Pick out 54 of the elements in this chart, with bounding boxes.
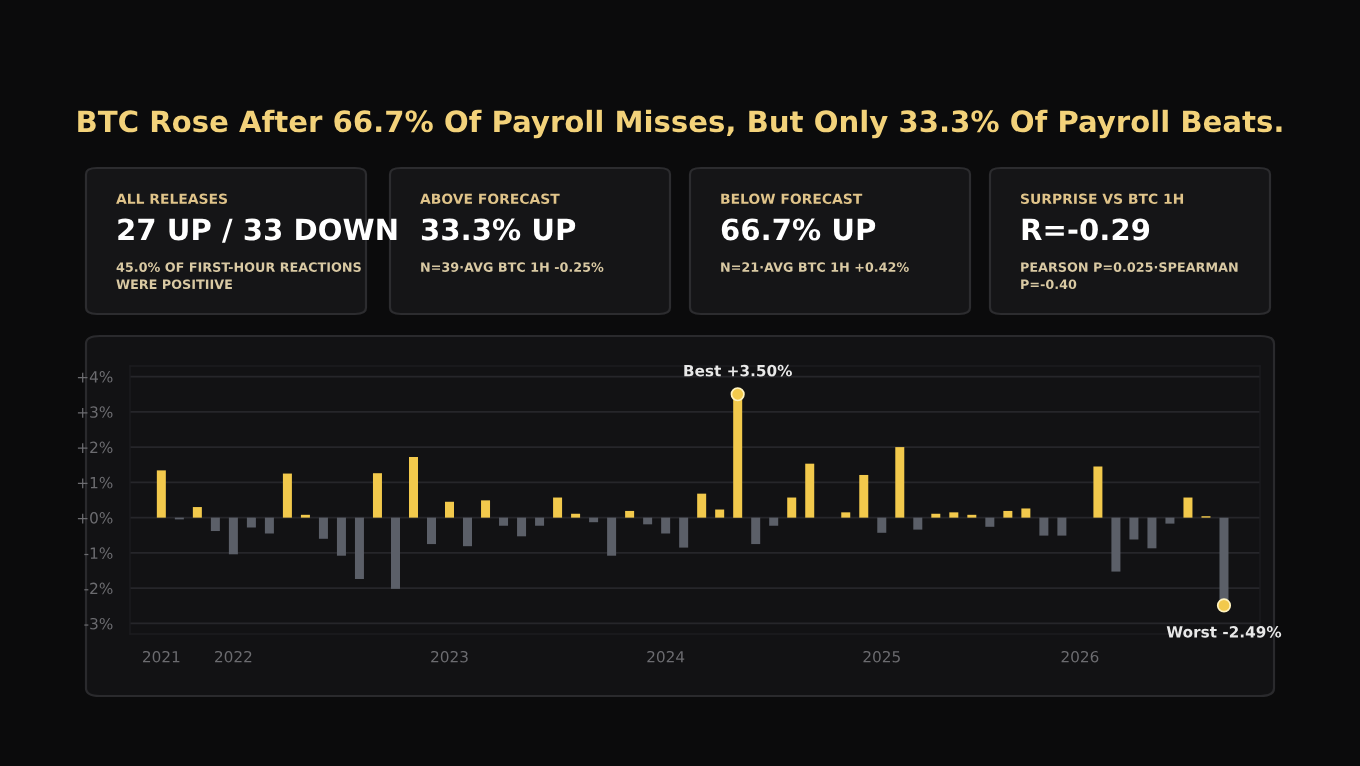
bar	[264, 517, 274, 534]
bar	[1111, 517, 1121, 572]
bar	[156, 470, 166, 518]
bar	[192, 507, 202, 518]
bar	[751, 517, 761, 545]
bar	[1021, 508, 1031, 518]
bar	[372, 473, 382, 518]
bar	[859, 474, 869, 518]
bar	[607, 517, 617, 556]
bar	[1057, 517, 1067, 536]
bar	[985, 517, 995, 527]
bar	[715, 509, 725, 518]
bar	[481, 500, 491, 518]
bar	[1147, 517, 1157, 549]
bar	[1003, 510, 1013, 518]
bar	[841, 512, 851, 518]
bar	[354, 517, 364, 579]
bar	[769, 517, 779, 526]
bar	[463, 517, 473, 547]
bar	[1093, 466, 1103, 518]
bar	[228, 517, 238, 555]
bar	[661, 517, 671, 534]
bar	[427, 517, 436, 545]
bar	[625, 510, 635, 518]
chart-title: BTC Rose After 66.7% Of Payroll Misses, But Only 33.3% Of Payroll Beats.	[78, 109, 1282, 139]
bar	[787, 497, 797, 518]
bar	[1183, 497, 1193, 518]
bar	[535, 517, 545, 526]
bar	[1039, 517, 1049, 536]
bar	[643, 517, 653, 525]
bar	[517, 517, 527, 537]
text: 27 UP / 33 DOWN	[118, 218, 397, 243]
text: R=-0.29	[1022, 218, 1150, 241]
bar	[1165, 517, 1175, 524]
bar	[913, 517, 923, 530]
bar	[336, 517, 346, 556]
bar	[805, 463, 815, 518]
bar	[210, 517, 220, 532]
text: 33.3% UP	[421, 218, 576, 241]
bar	[499, 517, 509, 526]
bar	[318, 517, 328, 539]
bar	[408, 456, 418, 518]
bar	[679, 517, 689, 548]
bar	[1129, 517, 1139, 540]
bar	[282, 473, 292, 518]
bar	[895, 447, 905, 518]
bar	[553, 497, 563, 518]
bar	[246, 517, 256, 528]
bar	[445, 501, 455, 518]
bar	[697, 493, 707, 518]
text: 66.7% UP	[721, 218, 876, 241]
bar	[949, 512, 959, 518]
bar	[877, 517, 887, 533]
bar	[390, 517, 400, 589]
